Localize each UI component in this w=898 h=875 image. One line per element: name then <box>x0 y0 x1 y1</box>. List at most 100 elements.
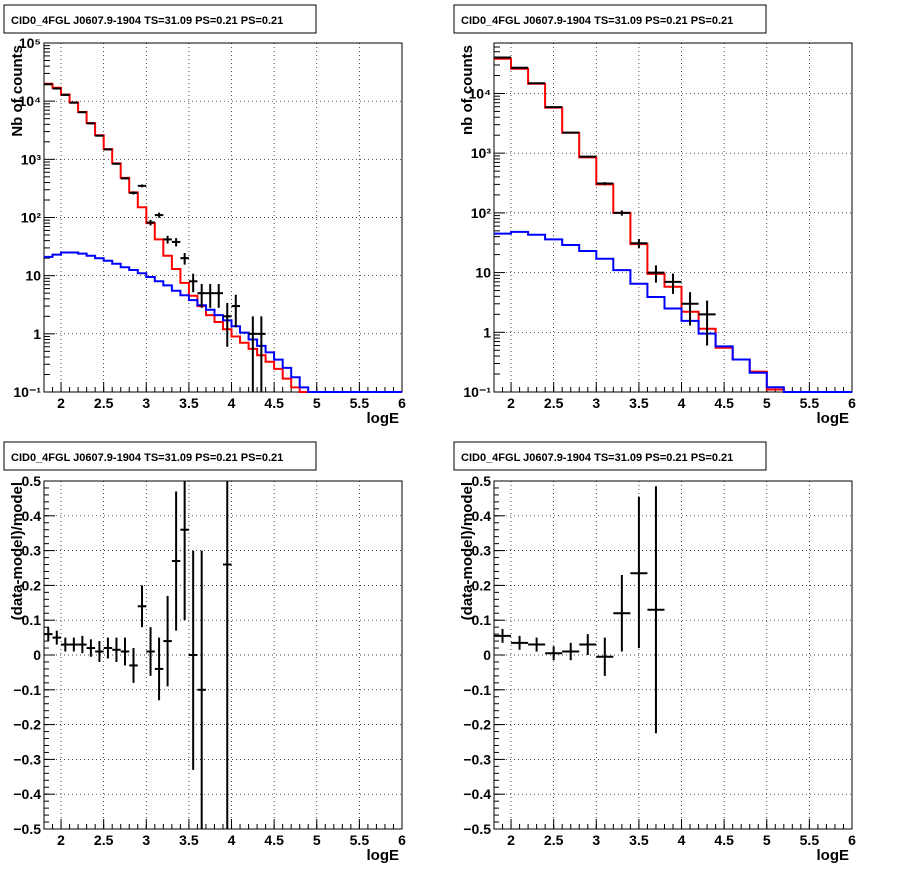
x-tick-label: 2 <box>507 832 515 848</box>
title-box <box>3 441 317 471</box>
x-tick-label: 6 <box>848 395 856 411</box>
y-tick-label: 1 <box>483 324 491 340</box>
data-point <box>613 210 631 216</box>
data-point <box>579 155 597 158</box>
data-point <box>103 637 113 659</box>
x-tick-label: 5.5 <box>800 395 820 411</box>
panel-counts-right: CID0_4FGL J0607.9-1904 TS=31.09 PS=0.21 … <box>453 4 856 427</box>
y-tick-label: 0.1 <box>22 612 42 628</box>
data-point <box>146 219 155 226</box>
plot-frame <box>43 480 403 830</box>
x-tick-label: 5 <box>313 832 321 848</box>
data-point <box>180 481 189 621</box>
y-tick-label: −0.5 <box>463 821 491 837</box>
data-point <box>129 191 138 195</box>
x-tick-label: 2 <box>507 395 515 411</box>
data-point <box>223 302 232 347</box>
data-point <box>86 122 96 125</box>
plot-frame <box>493 42 853 393</box>
data-point <box>120 177 130 180</box>
x-tick-label: 3.5 <box>179 395 199 411</box>
y-tick-label: 10 <box>475 265 491 281</box>
x-tick-label: 4.5 <box>264 395 284 411</box>
x-tick-label: 4 <box>678 832 686 848</box>
data-point <box>95 134 104 137</box>
y-tick-label: 10⁴ <box>469 85 492 101</box>
y-tick-label: 0.4 <box>22 508 42 524</box>
data-point <box>528 637 546 652</box>
data-point <box>52 630 62 645</box>
data-point <box>171 491 181 631</box>
data-point <box>61 637 70 652</box>
y-tick-label: 10⁻¹ <box>463 384 491 400</box>
data-point <box>630 239 648 249</box>
panel-residual-left: CID0_4FGL J0607.9-1904 TS=31.09 PS=0.21 … <box>3 441 406 864</box>
y-tick-label: −0.2 <box>463 717 491 733</box>
y-axis-label: (data-model)/model <box>459 482 476 620</box>
data-point <box>545 106 563 109</box>
y-tick-label: −0.1 <box>463 682 491 698</box>
data-point <box>163 235 172 244</box>
data-point <box>698 300 716 346</box>
y-tick-label: 10⁻¹ <box>13 384 41 400</box>
title-box <box>3 4 317 34</box>
x-tick-label: 3 <box>592 395 600 411</box>
data-point <box>231 294 241 328</box>
data-point <box>137 184 147 188</box>
data-point <box>257 316 266 392</box>
y-tick-label: 10 <box>25 268 41 284</box>
data-point <box>197 550 206 829</box>
data-point <box>681 292 699 326</box>
data-point <box>154 212 164 218</box>
y-axis-label: Nb of counts <box>9 45 26 137</box>
x-tick-label: 2.5 <box>544 832 564 848</box>
x-axis-label: logE <box>817 410 850 427</box>
data-point <box>562 642 580 661</box>
data-point <box>112 162 121 165</box>
plot-area: 2 2.5 3 3.5 4 4.5 5 5.5 6 −0.5 −0.4 −0.3 −0.2 −0.1 0 0.… <box>13 473 406 848</box>
panel-title: CID0_4FGL J0607.9-1904 TS=31.09 PS=0.21 … <box>461 452 733 464</box>
data-point <box>596 182 614 186</box>
data-point <box>223 481 232 829</box>
panel-residual-right: CID0_4FGL J0607.9-1904 TS=31.09 PS=0.21 … <box>453 441 856 864</box>
y-tick-label: 10⁵ <box>19 35 41 51</box>
x-tick-label: 6 <box>398 832 406 848</box>
x-tick-label: 5 <box>313 395 321 411</box>
y-tick-label: 10³ <box>471 145 492 161</box>
plot-frame <box>43 42 403 393</box>
data-point <box>78 635 87 654</box>
data-point <box>86 639 96 657</box>
y-tick-label: 10² <box>21 210 42 226</box>
data-point <box>188 273 198 293</box>
x-tick-label: 5.5 <box>350 832 370 848</box>
data-point <box>163 595 172 687</box>
data-point <box>120 637 130 666</box>
data-point <box>562 131 580 134</box>
y-tick-label: −0.4 <box>463 786 491 802</box>
y-tick-label: −0.5 <box>13 821 41 837</box>
data-point <box>137 585 147 628</box>
data-point <box>197 283 206 308</box>
x-axis-label: logE <box>367 847 400 864</box>
y-tick-label: −0.4 <box>13 786 41 802</box>
y-tick-label: 0.2 <box>472 577 492 593</box>
x-tick-label: 2.5 <box>94 395 114 411</box>
title-box <box>453 4 767 34</box>
data-point <box>214 283 223 308</box>
plot-area: 2 2.5 3 3.5 4 4.5 5 5.5 6 10⁻¹ 1 10 10² 10³ 10⁴ 10⁵ <box>13 35 406 411</box>
y-tick-label: −0.2 <box>13 717 41 733</box>
x-tick-label: 5.5 <box>350 395 370 411</box>
data-point <box>69 101 79 104</box>
y-tick-label: 10³ <box>21 151 42 167</box>
data-point <box>103 148 113 151</box>
data-point <box>630 496 648 649</box>
x-tick-label: 2 <box>57 832 65 848</box>
y-tick-label: 0.4 <box>472 508 492 524</box>
y-tick-label: 0.3 <box>472 543 492 559</box>
source-model-line <box>494 230 852 393</box>
x-tick-label: 4 <box>228 832 236 848</box>
x-axis-label: logE <box>367 410 400 427</box>
panel-title: CID0_4FGL J0607.9-1904 TS=31.09 PS=0.21 … <box>11 452 283 464</box>
x-tick-label: 3 <box>592 832 600 848</box>
data-point <box>545 646 563 661</box>
